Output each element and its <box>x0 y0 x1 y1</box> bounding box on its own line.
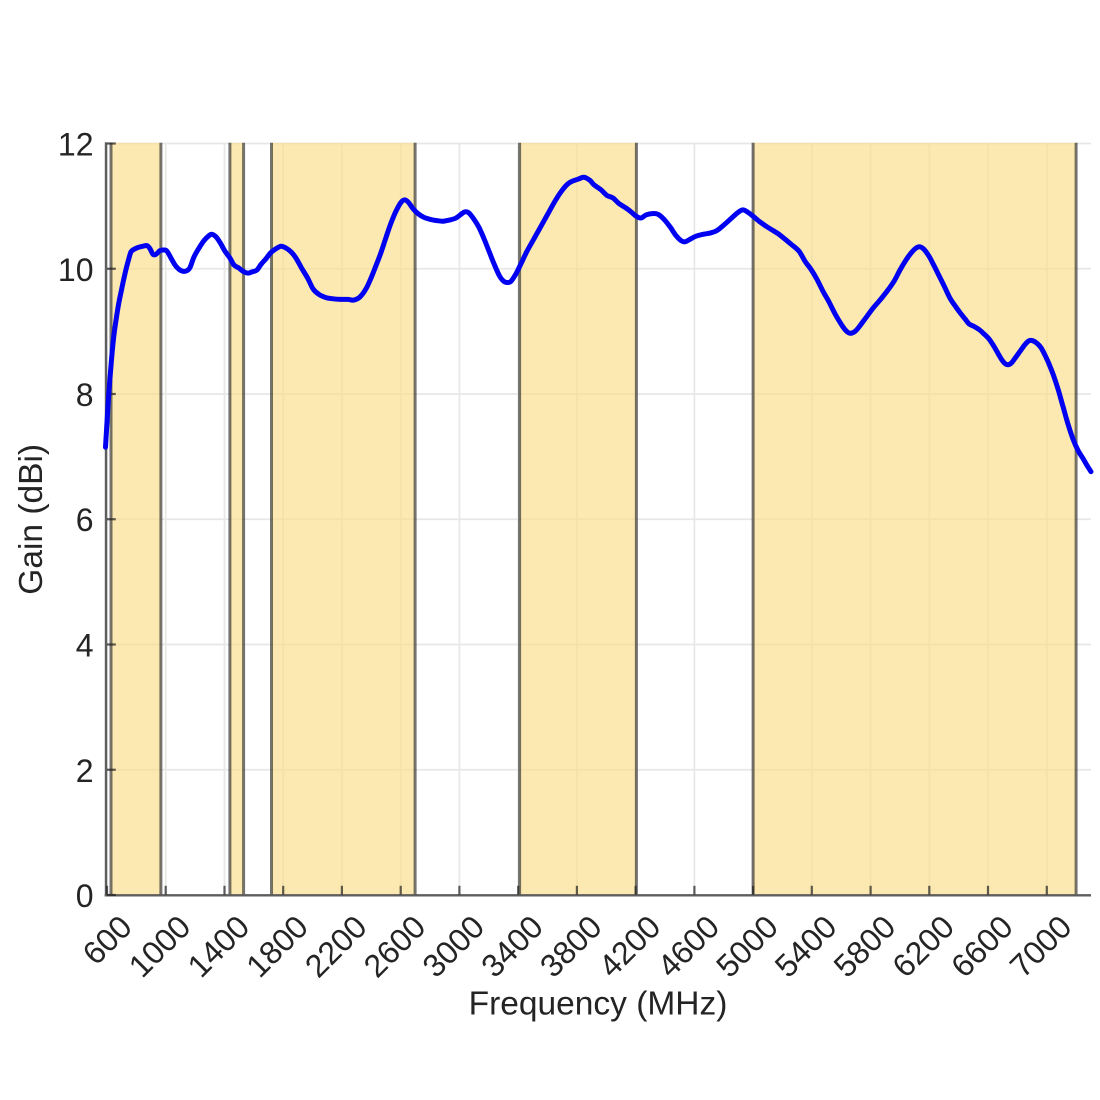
svg-text:12: 12 <box>58 127 94 163</box>
svg-text:2: 2 <box>76 753 94 789</box>
svg-text:4: 4 <box>76 628 94 664</box>
svg-text:8: 8 <box>76 377 94 413</box>
svg-text:0: 0 <box>76 878 94 914</box>
svg-text:6: 6 <box>76 502 94 538</box>
svg-text:Gain (dBi): Gain (dBi) <box>13 444 50 595</box>
svg-text:Frequency (MHz): Frequency (MHz) <box>469 986 728 1023</box>
svg-text:10: 10 <box>58 252 94 288</box>
